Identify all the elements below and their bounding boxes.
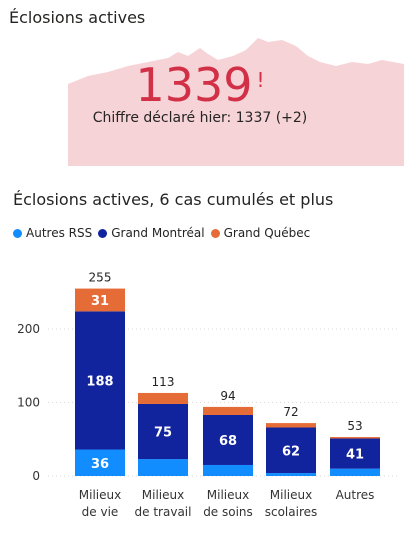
legend-label: Autres RSS	[26, 226, 93, 240]
bar-total-label: 94	[220, 389, 235, 403]
kpi-trend-area-shape	[68, 38, 404, 166]
legend-item[interactable]: Grand Québec	[210, 226, 311, 240]
legend-marker	[13, 228, 22, 238]
segment-data-label: 75	[154, 426, 172, 441]
bar-segment	[138, 403, 188, 460]
legend-item[interactable]: Autres RSS	[13, 226, 92, 240]
x-tick-label-line2: de vie	[82, 505, 119, 519]
legend-label: Grand Montréal	[111, 226, 205, 240]
x-tick-label-line2: scolaires	[265, 505, 318, 519]
chart-title: Éclosions actives, 6 cas cumulés et plus	[13, 190, 334, 209]
bar-segment	[330, 438, 380, 469]
bar-segment	[75, 449, 125, 476]
bar-segment	[203, 414, 253, 465]
segment-data-label: 62	[282, 444, 300, 459]
bar-total-label: 113	[152, 375, 175, 389]
x-tick-label: Autres	[336, 488, 375, 502]
segment-data-label: 36	[91, 457, 109, 472]
kpi-trend-area	[68, 36, 404, 166]
kpi-alert-symbol: !	[256, 68, 265, 92]
y-tick-label: 100	[17, 396, 40, 410]
chart-legend: Autres RSS Grand Montréal Grand Québec	[13, 226, 310, 240]
kpi-value: 1339!	[135, 58, 265, 112]
bar-segment	[203, 464, 253, 476]
y-tick-label: 0	[32, 469, 40, 483]
bar-segment	[75, 288, 125, 312]
bar-segment	[203, 406, 253, 415]
bar-segment	[138, 392, 188, 404]
legend-marker	[210, 228, 220, 238]
x-tick-label: Milieux	[270, 488, 312, 502]
x-tick-label: Milieux	[142, 488, 184, 502]
x-tick-label: Milieux	[79, 488, 121, 502]
kpi-title: Éclosions actives	[9, 8, 146, 27]
bar-segment	[75, 311, 125, 450]
bar-segment	[266, 427, 316, 474]
y-tick-label: 200	[17, 322, 40, 336]
bar-segment	[330, 468, 380, 476]
bar-segment	[266, 423, 316, 428]
bar-segment	[138, 459, 188, 476]
x-tick-label: Milieux	[207, 488, 249, 502]
bar-total-label: 72	[283, 405, 298, 419]
kpi-subtitle: Chiffre déclaré hier: 1337 (+2)	[92, 110, 308, 126]
segment-data-label: 68	[219, 434, 237, 449]
stacked-bar-chart: 0 100 200 36 188 31 255 Milieux de vie 75 113 Milie…	[17, 271, 400, 519]
legend-label: Grand Québec	[223, 226, 311, 240]
legend-item[interactable]: Grand Montréal	[98, 226, 205, 240]
x-tick-label-line2: de travail	[135, 505, 192, 519]
bar-total-label: 255	[89, 271, 112, 285]
bar-segment	[330, 437, 380, 439]
segment-data-label: 31	[91, 294, 109, 309]
bar-total-label: 53	[347, 419, 362, 433]
segment-data-label: 188	[86, 374, 113, 389]
x-tick-label-line2: de soins	[203, 505, 253, 519]
legend-marker	[98, 228, 108, 238]
segment-data-label: 41	[346, 448, 364, 463]
bar-segment	[266, 473, 316, 476]
